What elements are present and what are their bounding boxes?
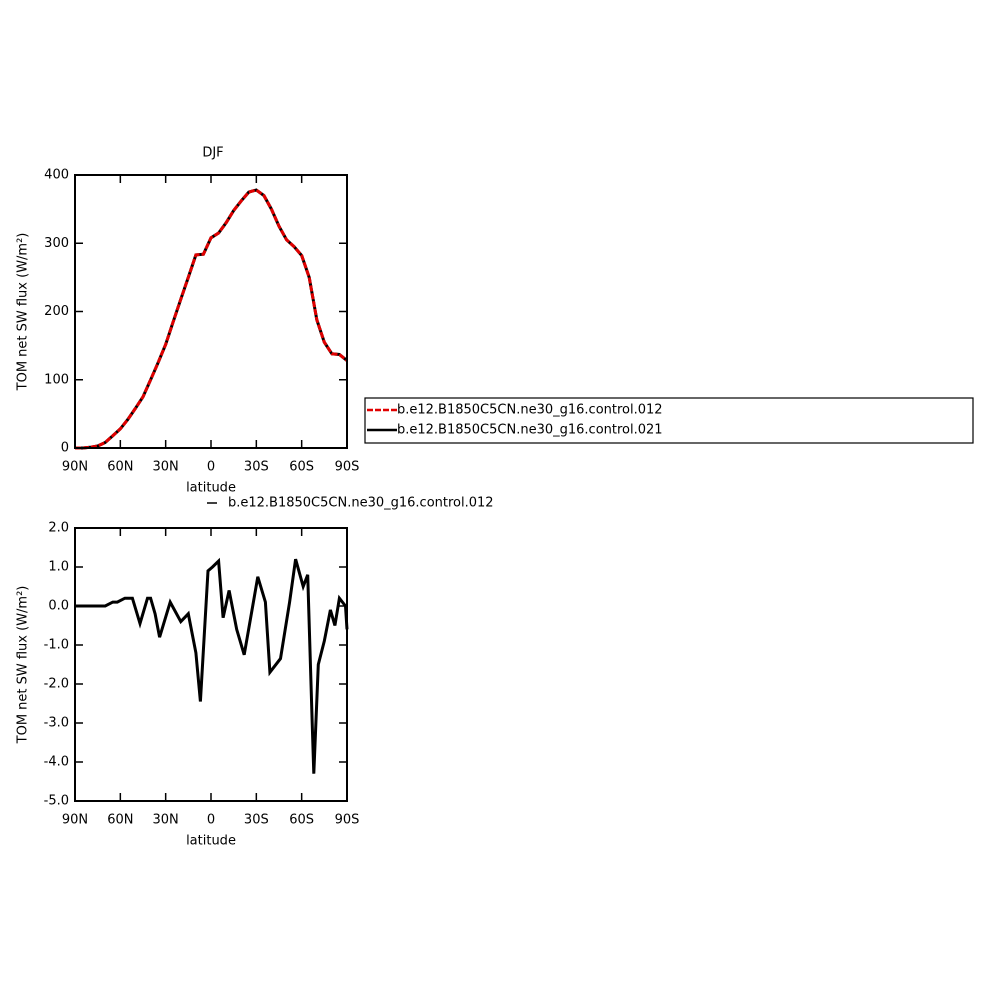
y-tick-label: 400 bbox=[44, 168, 69, 183]
plot-frame bbox=[74, 527, 348, 802]
x-tick-label: 90S bbox=[335, 813, 360, 828]
legend-box bbox=[364, 397, 974, 444]
y-tick-label: 1.0 bbox=[48, 560, 69, 575]
x-tick-label: 30N bbox=[153, 460, 179, 475]
x-tick-label: 30S bbox=[244, 460, 269, 475]
y-tick-label: -5.0 bbox=[44, 794, 69, 809]
x-tick-label: 60N bbox=[107, 813, 133, 828]
x-axis-label: latitude bbox=[186, 481, 236, 496]
legend-label: b.e12.B1850C5CN.ne30_g16.control.012 bbox=[228, 496, 494, 511]
x-tick-label: 60S bbox=[289, 460, 314, 475]
y-tick-label: 300 bbox=[44, 236, 69, 251]
y-tick-label: 2.0 bbox=[48, 521, 69, 536]
data-line bbox=[75, 188, 348, 450]
y-axis-label: TOM net SW flux (W/m²) bbox=[16, 233, 31, 392]
x-tick-label: 60N bbox=[107, 460, 133, 475]
x-tick-label: 60S bbox=[289, 813, 314, 828]
x-tick-label: 30S bbox=[244, 813, 269, 828]
y-tick-label: -2.0 bbox=[44, 677, 69, 692]
plot-frame bbox=[74, 174, 348, 449]
y-tick-label: 100 bbox=[44, 372, 69, 387]
y-axis-label: TOM net SW flux (W/m²) bbox=[16, 586, 31, 745]
x-tick-label: 90S bbox=[335, 460, 360, 475]
legend-label: b.e12.B1850C5CN.ne30_g16.control.012 bbox=[397, 403, 663, 418]
data-line bbox=[75, 188, 348, 450]
x-tick-label: 30N bbox=[153, 813, 179, 828]
x-axis-label: latitude bbox=[186, 834, 236, 849]
y-tick-label: 0.0 bbox=[48, 599, 69, 614]
y-tick-label: -3.0 bbox=[44, 716, 69, 731]
x-tick-label: 90N bbox=[62, 460, 88, 475]
y-tick-label: 200 bbox=[44, 304, 69, 319]
x-tick-label: 0 bbox=[207, 813, 215, 828]
y-tick-label: 0 bbox=[61, 441, 69, 456]
y-tick-label: -4.0 bbox=[44, 755, 69, 770]
x-tick-label: 0 bbox=[207, 460, 215, 475]
data-line bbox=[75, 557, 349, 774]
y-tick-label: -1.0 bbox=[44, 638, 69, 653]
x-tick-label: 90N bbox=[62, 813, 88, 828]
chart-title: DJF bbox=[202, 146, 223, 161]
legend-label: b.e12.B1850C5CN.ne30_g16.control.021 bbox=[397, 423, 663, 438]
